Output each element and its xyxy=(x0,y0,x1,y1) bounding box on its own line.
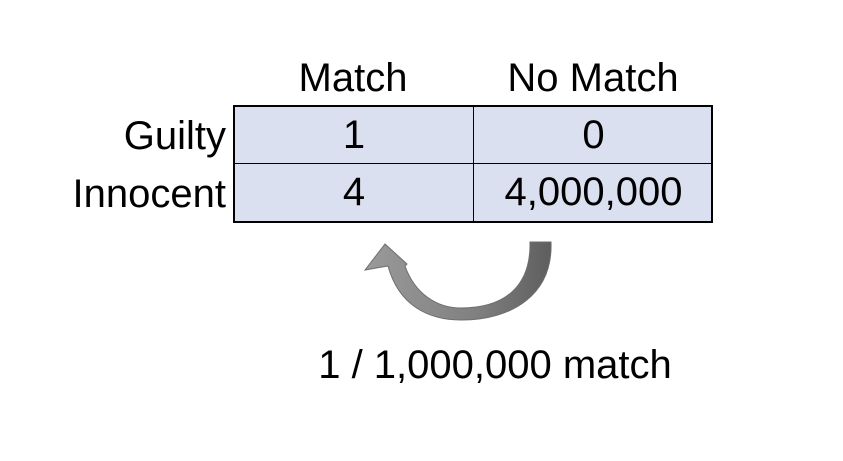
match-probability-caption: 1 / 1,000,000 match xyxy=(318,343,672,387)
cell-innocent-no-match: 4,000,000 xyxy=(504,170,683,214)
column-header-no-match: No Match xyxy=(507,56,679,100)
cell-guilty-no-match: 0 xyxy=(474,107,713,164)
cell-guilty-match: 1 xyxy=(235,107,474,164)
cell-innocent-match: 4 xyxy=(235,164,474,221)
column-header-match: Match xyxy=(298,56,408,100)
curved-arrow-icon xyxy=(363,241,552,321)
contingency-table: 1 0 4 4,000,000 xyxy=(233,105,713,223)
row-label-guilty: Guilty xyxy=(123,114,226,158)
row-label-innocent: Innocent xyxy=(72,172,226,216)
